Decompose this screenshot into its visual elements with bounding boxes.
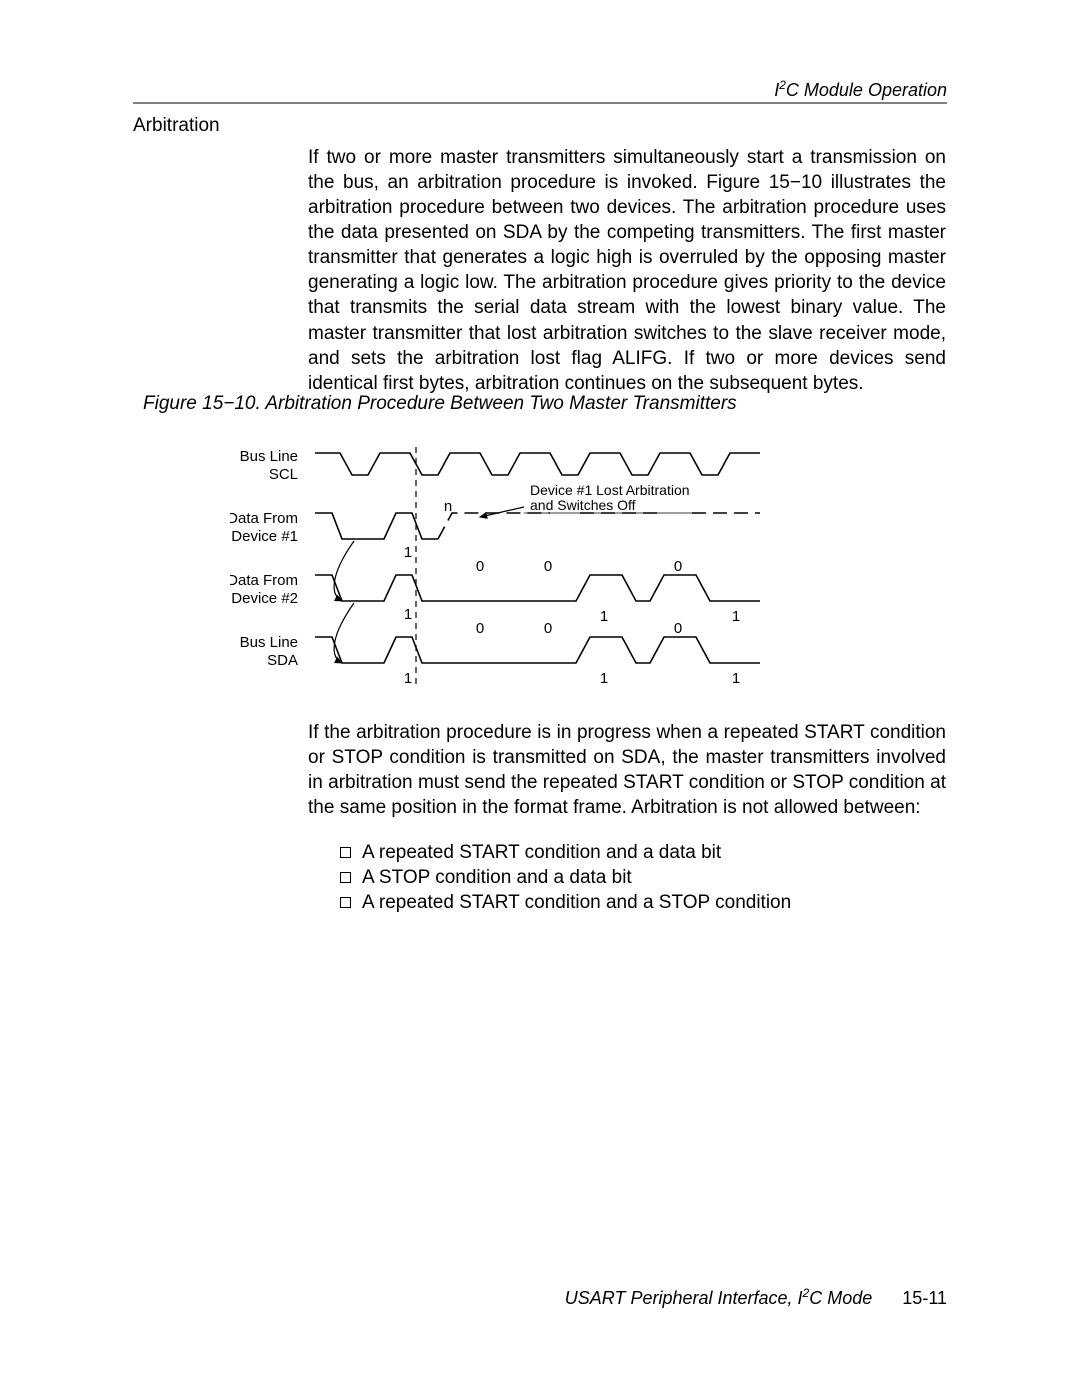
bullet-icon [340, 897, 351, 908]
svg-text:0: 0 [476, 620, 484, 637]
svg-text:Device #1: Device #1 [231, 528, 298, 545]
svg-text:1: 1 [404, 606, 412, 623]
section-title: Arbitration [133, 115, 220, 137]
head-suffix: C Module Operation [786, 80, 947, 100]
restriction-list: A repeated START condition and a data bi… [340, 840, 950, 915]
list-item: A STOP condition and a data bit [340, 865, 950, 890]
bullet-icon [340, 847, 351, 858]
head-sup: 2 [779, 78, 786, 92]
svg-text:1: 1 [600, 670, 608, 687]
svg-text:1: 1 [732, 670, 740, 687]
bullet-text: A repeated START condition and a data bi… [362, 842, 721, 863]
svg-text:0: 0 [476, 558, 484, 575]
figure-caption: Figure 15−10. Arbitration Procedure Betw… [143, 393, 737, 415]
svg-text:Data From: Data From [230, 510, 298, 527]
svg-text:1: 1 [404, 544, 412, 561]
footer-doc-title: USART Peripheral Interface, I2C Mode [565, 1288, 878, 1308]
list-item: A repeated START condition and a STOP co… [340, 890, 950, 915]
page-footer: USART Peripheral Interface, I2C Mode 15-… [0, 1286, 947, 1309]
bullet-text: A repeated START condition and a STOP co… [362, 892, 791, 913]
svg-text:and Switches Off: and Switches Off [530, 497, 636, 513]
svg-text:Device #2: Device #2 [231, 590, 298, 607]
footer-suffix: C Mode [809, 1288, 872, 1308]
timing-diagram: Bus LineSCLData FromDevice #1Data FromDe… [230, 425, 790, 705]
paragraph-arbitration-restrictions: If the arbitration procedure is in progr… [308, 720, 946, 820]
svg-text:1: 1 [404, 670, 412, 687]
svg-text:1: 1 [600, 608, 608, 625]
footer-prefix: USART Peripheral Interface, I [565, 1288, 803, 1308]
svg-text:Device #1 Lost Arbitration: Device #1 Lost Arbitration [530, 482, 690, 498]
header-rule [133, 102, 947, 104]
svg-text:0: 0 [544, 620, 552, 637]
svg-text:Data From: Data From [230, 572, 298, 589]
svg-text:0: 0 [674, 558, 682, 575]
footer-pagenum: 15-11 [902, 1288, 947, 1308]
running-head: I2C Module Operation [774, 78, 947, 101]
svg-text:SCL: SCL [269, 466, 298, 483]
svg-text:Bus Line: Bus Line [240, 448, 298, 465]
bullet-text: A STOP condition and a data bit [362, 867, 632, 888]
bullet-icon [340, 872, 351, 883]
svg-text:0: 0 [544, 558, 552, 575]
list-item: A repeated START condition and a data bi… [340, 840, 950, 865]
svg-text:Bus Line: Bus Line [240, 634, 298, 651]
svg-text:0: 0 [674, 620, 682, 637]
svg-text:1: 1 [732, 608, 740, 625]
svg-text:n: n [444, 498, 452, 515]
svg-text:SDA: SDA [267, 652, 298, 669]
paragraph-arbitration-intro: If two or more master transmitters simul… [308, 145, 946, 396]
